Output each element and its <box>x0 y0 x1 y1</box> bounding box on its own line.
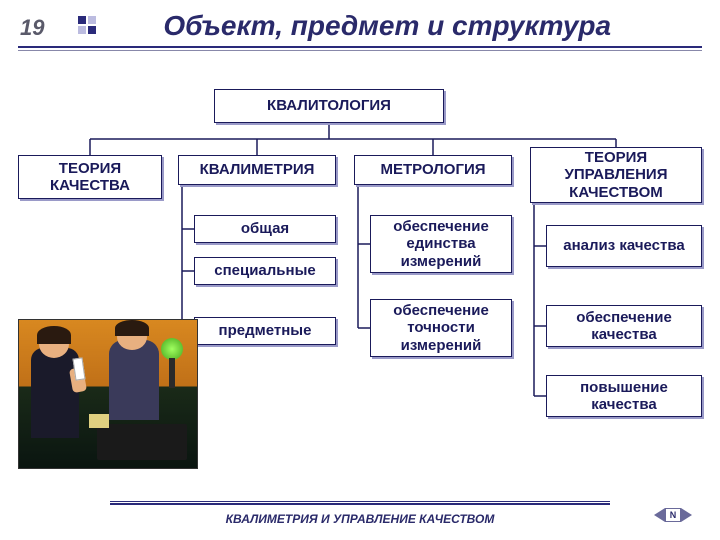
illustration-people-meeting <box>18 319 198 469</box>
hierarchy-diagram: КВАЛИТОЛОГИЯ ТЕОРИЯ КАЧЕСТВА КВАЛИМЕТРИЯ МЕ… <box>0 69 720 459</box>
box-kvalimetriya: КВАЛИМЕТРИЯ <box>178 155 336 185</box>
box-root: КВАЛИТОЛОГИЯ <box>214 89 444 123</box>
nav-controls: N <box>654 508 692 522</box>
footer-line-thick <box>110 503 610 505</box>
box-edinstva: обеспечение единства измерений <box>370 215 512 273</box>
box-teoriya-kachestva: ТЕОРИЯ КАЧЕСТВА <box>18 155 162 199</box>
page-title: Объект, предмет и структура <box>74 10 700 42</box>
box-teoriya-upravleniya: ТЕОРИЯ УПРАВЛЕНИЯ КАЧЕСТВОМ <box>530 147 702 203</box>
box-tochnosti: обеспечение точности измерений <box>370 299 512 357</box>
nav-prev-icon[interactable] <box>654 508 665 522</box>
title-underline-thin <box>18 50 702 51</box>
box-povyshenie: повышение качества <box>546 375 702 417</box>
title-underline <box>18 46 702 48</box>
footer-text: КВАЛИМЕТРИЯ И УПРАВЛЕНИЕ КАЧЕСТВОМ <box>0 512 720 526</box>
footer-line <box>110 501 610 502</box>
box-analiz: анализ качества <box>546 225 702 267</box>
box-metrologiya: МЕТРОЛОГИЯ <box>354 155 512 185</box>
box-obespechenie: обеспечение качества <box>546 305 702 347</box>
slide-number: 19 <box>20 15 44 41</box>
box-obshchaya: общая <box>194 215 336 243</box>
nav-home-button[interactable]: N <box>665 508 681 522</box>
box-predmetnye: предметные <box>194 317 336 345</box>
logo-icon <box>78 16 96 34</box>
nav-next-icon[interactable] <box>681 508 692 522</box>
box-spetsialnye: специальные <box>194 257 336 285</box>
